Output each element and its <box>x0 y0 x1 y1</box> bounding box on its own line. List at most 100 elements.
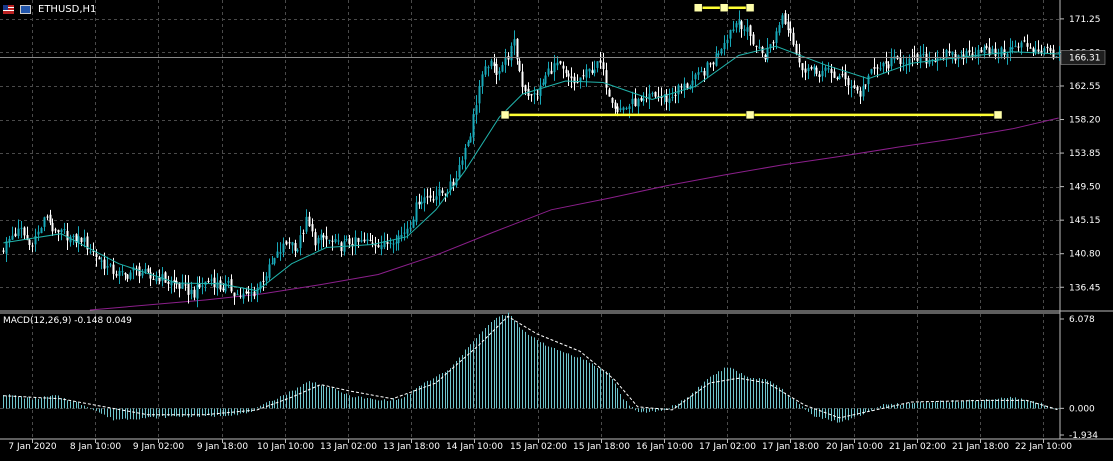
candle <box>585 64 588 87</box>
candle <box>1032 46 1035 56</box>
candle-body <box>423 197 426 203</box>
candle-body <box>977 49 980 58</box>
candle <box>305 209 308 234</box>
level-handle[interactable] <box>693 3 703 12</box>
candle-body <box>818 74 821 78</box>
candle <box>213 269 216 295</box>
candle <box>761 45 764 58</box>
candle-body <box>28 239 31 245</box>
candle <box>665 89 668 111</box>
candle-body <box>242 293 245 299</box>
candle <box>916 52 919 66</box>
candle <box>841 66 844 78</box>
candle-body <box>472 114 475 138</box>
candle-body <box>518 60 521 71</box>
candle <box>467 139 470 148</box>
candle-body <box>513 39 516 46</box>
candle <box>697 67 700 80</box>
candle <box>588 68 591 79</box>
candle-body <box>115 274 118 276</box>
candle <box>648 84 651 109</box>
candle-body <box>268 264 271 278</box>
level-handle[interactable] <box>500 110 510 120</box>
candle <box>1043 46 1046 56</box>
candle <box>106 256 109 276</box>
candle-body <box>311 224 314 232</box>
candle-body <box>533 93 536 95</box>
candle <box>994 42 997 60</box>
candle-body <box>247 291 250 294</box>
currency-flag-icon <box>20 4 31 14</box>
level-handle[interactable] <box>745 3 755 12</box>
candle <box>602 52 605 76</box>
candle-body <box>8 238 11 242</box>
price-tick-label: 153.85 <box>1069 149 1101 159</box>
candle-body <box>674 94 677 96</box>
candle-body <box>778 25 781 33</box>
candle-body <box>334 238 337 242</box>
candle <box>331 235 334 251</box>
candle-body <box>357 238 360 242</box>
candle <box>167 275 170 291</box>
candle-body <box>262 280 265 282</box>
horizontal-level[interactable] <box>500 110 1003 120</box>
candle-body <box>844 72 847 80</box>
candle-body <box>654 91 657 97</box>
candle-body <box>54 229 57 231</box>
candle-body <box>147 268 150 272</box>
candle-body <box>109 264 112 266</box>
candle-body <box>181 283 184 289</box>
candle-body <box>187 283 190 295</box>
candle-body <box>57 229 60 233</box>
candle-body <box>17 228 20 236</box>
candle <box>885 51 888 72</box>
candle-body <box>694 74 697 80</box>
candle-body <box>588 68 591 72</box>
macd-tick-label: 0.000 <box>1069 404 1095 414</box>
candle <box>389 237 392 249</box>
candle-body <box>1049 48 1052 52</box>
candle <box>965 48 968 64</box>
candle-body <box>516 38 519 60</box>
candle-body <box>596 61 599 68</box>
candle-body <box>415 202 418 222</box>
candle-body <box>317 237 320 244</box>
candle-body <box>591 70 594 73</box>
candle-body <box>380 245 383 250</box>
level-handle[interactable] <box>993 110 1003 120</box>
candle-body <box>190 289 193 295</box>
candle <box>498 67 501 81</box>
candle-body <box>925 53 928 64</box>
candle-body <box>66 230 69 241</box>
level-handle[interactable] <box>745 110 755 120</box>
level-handle[interactable] <box>719 3 729 12</box>
candle-body <box>784 13 787 24</box>
candle <box>204 281 207 292</box>
candle-body <box>383 241 386 248</box>
candle-body <box>743 29 746 31</box>
horizontal-level[interactable] <box>693 3 755 12</box>
candle <box>320 229 323 250</box>
candle-body <box>864 84 867 86</box>
candle-body <box>720 48 723 54</box>
candle <box>879 61 882 72</box>
candle <box>28 239 31 250</box>
candle <box>325 226 328 248</box>
candle-body <box>170 281 173 286</box>
candle-body <box>193 289 196 298</box>
candle <box>882 61 885 74</box>
candle <box>201 277 204 295</box>
candle-body <box>103 259 106 269</box>
candle-body <box>697 72 700 75</box>
candle-body <box>640 97 643 101</box>
candle <box>723 35 726 56</box>
candle <box>516 38 519 65</box>
candle <box>671 87 674 102</box>
candle-body <box>991 48 994 54</box>
candle-body <box>106 266 109 268</box>
candle-body <box>740 21 743 30</box>
candle <box>135 265 138 276</box>
candle-body <box>314 232 317 246</box>
